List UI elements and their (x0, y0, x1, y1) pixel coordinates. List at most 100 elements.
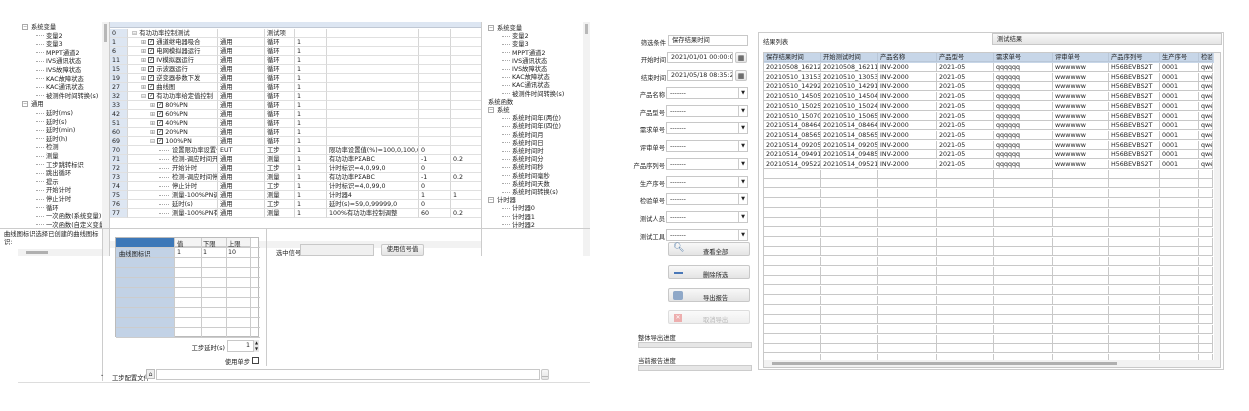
checkbox[interactable]: ✓ (148, 93, 155, 99)
tree-node[interactable]: 延时(ms) (36, 110, 73, 118)
table-row[interactable]: 19 ⊞ ✓ 逆变器参数下发 通用 循环 1 (110, 74, 481, 83)
table-row[interactable]: 60 ⊞ ✓ 20%PN 通用 循环 1 (110, 128, 481, 137)
chevron-down-icon[interactable]: ▼ (738, 194, 747, 205)
collapse-arrow-icon[interactable]: ⌄ (100, 372, 105, 378)
tree-node[interactable]: 系统时间分 (502, 156, 543, 164)
tree-node[interactable]: 计时器2 (502, 222, 535, 230)
table-row[interactable]: 42 ⊞ ✓ 60%PN 通用 循环 1 (110, 110, 481, 119)
expand-toggle-icon[interactable]: − (488, 25, 494, 31)
tree-node[interactable]: 变量3 (502, 41, 529, 49)
view-all-button[interactable]: 🔍︎ 查看全部 (668, 242, 750, 256)
table-row[interactable]: 20210508_162121 20210508_162112 INV-2000 20… (764, 63, 1214, 72)
results-vscrollbar[interactable] (1214, 53, 1220, 367)
table-row[interactable]: 20210510_145057 20210510_145047 INV-2000 20… (764, 92, 1214, 102)
checkbox[interactable]: ✓ (148, 84, 155, 90)
table-row[interactable] (764, 276, 1214, 286)
left-variable-tree[interactable]: − 系统变量 变量2 变量3 MPPT通道2 IVS通讯状态 IVS故障状态 KAC故障状态 K… (18, 22, 110, 256)
column-header[interactable]: 检验 (1199, 53, 1213, 62)
tree-node[interactable]: − 系统变量 (488, 25, 522, 33)
table-row[interactable]: 20210510_131534 20210510_130535 INV-2000 20… (764, 72, 1214, 82)
checkbox[interactable]: ✓ (157, 138, 164, 144)
table-row[interactable]: 77 测量-100%PN有功控通用 测量 1 100%有功功率控制调整 60 0.2 (110, 209, 481, 218)
checkbox[interactable]: ✓ (148, 48, 155, 54)
table-row[interactable]: 76 延时(s) 通用 工步 1 延时(s)=59,0,99999,0 0 (110, 200, 481, 209)
expand-toggle-icon[interactable]: − (22, 24, 28, 30)
table-row[interactable] (764, 334, 1214, 344)
checkbox[interactable]: ✓ (148, 57, 155, 63)
table-row[interactable]: 20210514_094912 20210514_094855 INV-2000 20… (764, 150, 1214, 160)
tab-test-results[interactable]: 测试结果 (992, 33, 1222, 45)
tree-node[interactable]: 一次函数(系统变量) (36, 213, 101, 221)
table-row[interactable]: 20210510_150702 20210510_150652 INV-2000 20… (764, 111, 1214, 121)
chevron-down-icon[interactable]: ▼ (738, 158, 747, 169)
table-row[interactable]: 70 设置限功率设置值 EUT 工步 1 限功率设置值(%)=100,0,100,0 0 (110, 146, 481, 155)
tree-node[interactable]: 变量2 (36, 33, 63, 41)
start-time-field[interactable]: 2021/01/01 00:00:00 (667, 52, 733, 63)
table-row[interactable]: 0 ⊟ 有功功率控制测试 测试项 (110, 29, 481, 38)
tree-node[interactable]: 停止计时 (36, 196, 71, 204)
config-file-field[interactable] (156, 369, 540, 380)
tree-node[interactable]: − 系统 (488, 107, 510, 115)
test-step-table[interactable]: 0 ⊟ 有功功率控制测试 测试项 1 ⊞ ✓ 通道继电器吸合 通用 循环 1 6 ⊞ ✓ 电网模拟器运行 通用… (110, 22, 482, 256)
table-row[interactable]: 20210514_084646 20210514_084644 INV-2000 20… (764, 121, 1214, 131)
tree-node[interactable]: IVS故障状态 (36, 67, 81, 75)
filter-dropdown[interactable]: ------- ▼ (666, 193, 748, 206)
results-table[interactable]: 保存结果时间 开始测试时间 产品名称 产品型号 需求单号 评审单号 产品序列号 生产序号 检验 2… (763, 52, 1221, 368)
expand-toggle-icon[interactable]: ⊞ (150, 102, 156, 109)
chevron-down-icon[interactable]: ▼ (738, 88, 747, 98)
expand-toggle-icon[interactable]: ⊟ (132, 30, 138, 37)
table-row[interactable] (764, 286, 1214, 296)
tree-node[interactable]: KAC通讯状态 (502, 82, 550, 90)
expand-toggle-icon[interactable]: ⊞ (150, 111, 156, 118)
table-row[interactable]: 27 ⊞ ✓ 曲线图 通用 循环 1 (110, 83, 481, 92)
table-row[interactable]: 11 ⊞ ✓ IV模拟器运行 通用 循环 1 (110, 56, 481, 65)
table-row[interactable] (764, 295, 1214, 305)
column-header[interactable]: 评审单号 (1053, 53, 1109, 62)
spinner-arrows[interactable]: ▲ ▼ (254, 340, 259, 352)
table-row[interactable] (764, 218, 1214, 228)
table-row[interactable] (764, 324, 1214, 334)
left-tree-hscrollbar[interactable] (18, 249, 109, 256)
tree-node[interactable]: KAC故障状态 (502, 74, 550, 82)
expand-toggle-icon[interactable]: ⊟ (141, 93, 147, 100)
expand-toggle-icon[interactable]: ⊟ (150, 138, 156, 145)
table-row[interactable] (764, 315, 1214, 325)
tree-node[interactable]: 提示 (36, 179, 59, 187)
table-row[interactable] (764, 198, 1214, 208)
table-row[interactable]: 20210510_142929 20210510_142918 INV-2000 20… (764, 82, 1214, 92)
export-report-button[interactable]: 导出报告 (668, 288, 750, 302)
table-row[interactable] (764, 344, 1214, 354)
tree-node[interactable]: − 通用 (22, 101, 44, 109)
use-signal-value-button[interactable]: 使用信号值 (381, 244, 424, 256)
table-row[interactable]: 33 ⊞ ✓ 80%PN 通用 循环 1 (110, 101, 481, 110)
table-row[interactable]: 20210514_095224 20210514_095210 INV-2000 20… (764, 160, 1214, 169)
tree-node[interactable]: 系统时间秒 (502, 164, 543, 172)
tree-node[interactable]: KAC通讯状态 (36, 84, 84, 92)
results-hscrollbar[interactable] (764, 360, 1220, 367)
expand-toggle-icon[interactable]: ⊞ (141, 75, 147, 82)
single-step-checkbox[interactable] (252, 357, 259, 364)
tree-node[interactable]: 工步跳转标识 (36, 162, 84, 170)
table-row[interactable]: 51 ⊞ ✓ 40%PN 通用 循环 1 (110, 119, 481, 128)
curve-table[interactable]: 值 下限 上限 曲线图标识 1 1 10 (115, 237, 260, 338)
column-header[interactable]: 开始测试时间 (821, 53, 878, 62)
table-row[interactable]: 75 测量-100%PN调应时通用 测量 1 计时器4 1 1 (110, 191, 481, 200)
left-tree-scrollbar[interactable] (102, 22, 109, 256)
filter-dropdown[interactable]: ------- ▼ (666, 104, 748, 117)
tree-node[interactable]: 系统时间年(两位) (502, 115, 561, 123)
table-row[interactable] (764, 189, 1214, 199)
table-row[interactable]: 20210514_092055 20210514_092050 INV-2000 20… (764, 140, 1214, 150)
curve-min[interactable]: 1 (203, 249, 208, 256)
expand-toggle-icon[interactable]: − (488, 107, 494, 113)
tree-node[interactable]: 延时(s) (36, 119, 67, 127)
table-row[interactable] (764, 208, 1214, 218)
column-header[interactable]: 产品型号 (937, 53, 994, 62)
tree-node[interactable]: − 系统变量 (22, 24, 56, 32)
calendar-icon[interactable]: ▦ (735, 69, 747, 81)
tree-node[interactable]: IVS通讯状态 (36, 58, 81, 66)
tree-node[interactable]: 被测件时间转换(s) (36, 93, 98, 101)
right-tree-scrollbar[interactable] (583, 22, 590, 256)
tree-node[interactable]: 跳出循环 (36, 170, 71, 178)
filter-dropdown[interactable]: ------- ▼ (666, 175, 748, 188)
filter-dropdown[interactable]: ------- ▼ (666, 210, 748, 223)
